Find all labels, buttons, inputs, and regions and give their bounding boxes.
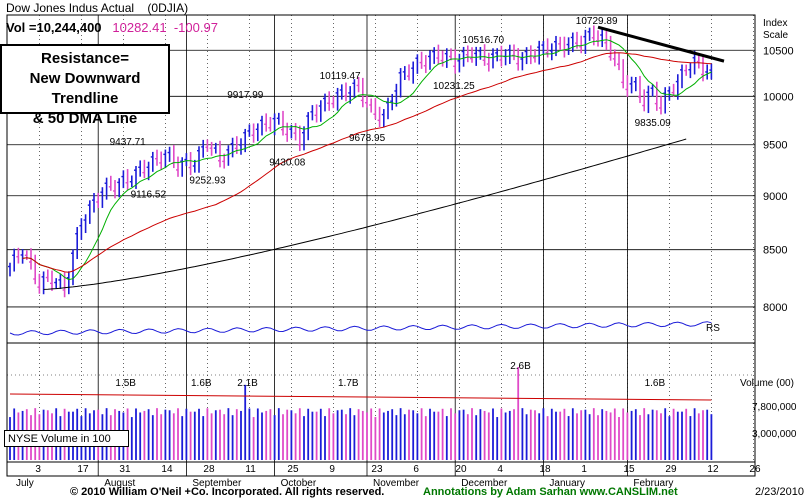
footer-date: 2/23/2010: [755, 486, 804, 498]
month-label: December: [461, 478, 508, 489]
month-label: July: [16, 478, 34, 489]
x-tick-label: 15: [623, 464, 635, 475]
callout-line-1: Resistance=: [41, 50, 129, 67]
volume-tick-label: 7,800,000: [752, 402, 797, 413]
volume-peak-label: 1.7B: [338, 378, 359, 389]
price-annotation: 10119.47: [320, 71, 361, 82]
y-tick-label: 9000: [763, 191, 787, 203]
volume-peak-label: 2.1B: [237, 378, 258, 389]
price-annotation: 9252.93: [189, 176, 226, 187]
rs-label: RS: [706, 323, 720, 334]
month-label: September: [192, 478, 242, 489]
month-label: October: [281, 478, 317, 489]
x-tick-label: 11: [245, 464, 256, 475]
volume-tick-label: 3,000,000: [752, 429, 797, 440]
volume-peak-label: 1.6B: [645, 378, 666, 389]
callout-line-3: & 50 DMA Line: [32, 110, 138, 127]
x-tick-label: 9: [329, 464, 335, 475]
last-price: 10282.41: [112, 20, 167, 35]
downward-trendline: [597, 25, 725, 63]
price-annotation: 9917.99: [227, 90, 264, 101]
copyright-text: © 2010 William O'Neil +Co. Incorporated.…: [70, 486, 385, 498]
x-tick-label: 18: [539, 464, 551, 475]
axis-title-scale: Scale: [763, 30, 788, 41]
axis-title-index: Index: [763, 18, 787, 29]
volume-peak-label: 1.5B: [115, 378, 136, 389]
volume-peak-label: 1.6B: [191, 378, 212, 389]
month-label: February: [633, 478, 673, 489]
x-tick-label: 4: [497, 464, 503, 475]
month-label: August: [104, 478, 135, 489]
price-annotation: 9430.08: [269, 158, 306, 169]
volume-axis-title: Volume (00): [740, 378, 794, 389]
price-annotation: 9116.52: [131, 190, 167, 201]
x-tick-label: 29: [665, 464, 677, 475]
volume-legend: NYSE Volume in 100: [4, 430, 129, 447]
month-label: November: [373, 478, 420, 489]
x-tick-label: 26: [749, 464, 761, 475]
10-dma-line: [22, 39, 712, 281]
x-tick-label: 20: [455, 464, 467, 475]
price-annotation: 10231.25: [433, 81, 475, 92]
month-label: January: [549, 478, 585, 489]
quote-line: Vol =10,244,400 10282.41 -100.97: [6, 20, 218, 35]
x-tick-label: 1: [581, 464, 587, 475]
y-tick-label: 8000: [763, 302, 787, 314]
rs-line: [9, 321, 712, 336]
volume-peak-label: 2.6B: [510, 361, 531, 372]
annotations-credit: Annotations by Adam Sarhan www.CANSLIM.n…: [423, 486, 678, 498]
price-annotation: 10516.70: [462, 35, 504, 46]
x-tick-label: 28: [203, 464, 215, 475]
50-dma-line: [22, 52, 712, 273]
price-annotation: 9437.71: [110, 137, 147, 148]
y-tick-label: 10500: [763, 45, 794, 57]
price-annotation: 9678.95: [349, 133, 386, 144]
x-tick-label: 14: [161, 464, 173, 475]
x-tick-label: 31: [119, 464, 131, 475]
x-tick-label: 12: [707, 464, 719, 475]
plot-frame: [6, 14, 756, 477]
index-title: Dow Jones Indus Actual (0DJIA): [6, 1, 189, 15]
x-tick-label: 6: [413, 464, 419, 475]
price-annotation: 10729.89: [576, 16, 618, 27]
y-tick-label: 9500: [763, 140, 787, 152]
x-tick-label: 23: [371, 464, 383, 475]
price-change: -100.97: [173, 20, 218, 35]
price-annotation: 9835.09: [635, 118, 672, 129]
x-tick-label: 3: [35, 464, 41, 475]
volume-average-line: [9, 393, 712, 401]
x-tick-label: 17: [77, 464, 89, 475]
x-tick-label: 25: [287, 464, 299, 475]
200-dma-line: [43, 138, 687, 290]
y-tick-label: 8500: [763, 245, 787, 257]
callout-line-2: New Downward Trendline: [29, 70, 141, 107]
resistance-callout: Resistance= New Downward Trendline & 50 …: [0, 44, 170, 127]
y-tick-label: 10000: [763, 91, 794, 103]
volume-readout: Vol =10,244,400: [6, 20, 102, 35]
